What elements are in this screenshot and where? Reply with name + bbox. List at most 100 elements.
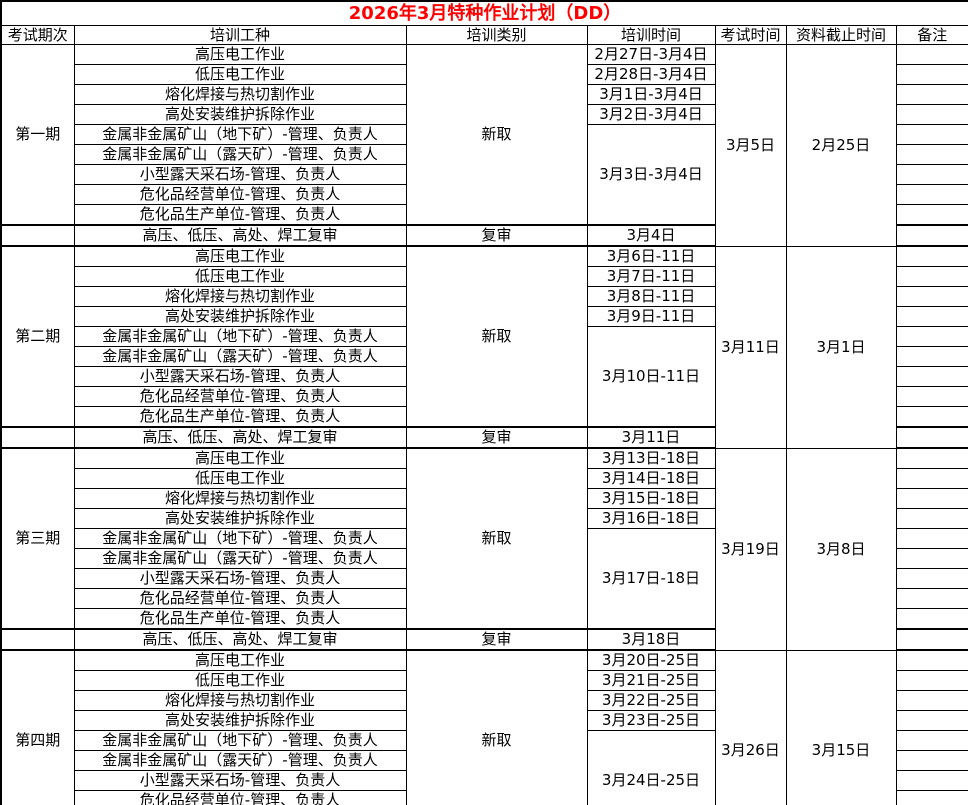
table-row: 高处安装维护拆除作业 3月23日-25日 — [1, 710, 968, 731]
table-row: 小型露天采石场-管理、负责人 — [1, 366, 968, 387]
remark-cell — [895, 286, 968, 307]
remark-cell — [895, 770, 968, 791]
table-row: 金属非金属矿山（地下矿）-管理、负责人 3月17日-18日 — [1, 528, 968, 630]
work-type-cell: 危化品生产单位-管理、负责人 — [73, 204, 407, 226]
table-row: 危化品经营单位-管理、负责人 — [1, 386, 968, 407]
period-label: 第四期 — [0, 649, 75, 805]
category-cell: 新取 — [405, 44, 588, 226]
review-work-label: 高压、低压、高处、焊工复审 — [73, 628, 407, 651]
remark-cell — [895, 690, 968, 711]
training-time-cell: 3月1日-3月4日 — [586, 84, 716, 105]
work-type-cell: 危化品生产单位-管理、负责人 — [73, 608, 407, 630]
remark-cell — [895, 144, 968, 165]
training-time-cell: 3月9日-11日 — [586, 306, 716, 327]
training-time-cell: 3月16日-18日 — [586, 508, 716, 529]
work-type-cell: 金属非金属矿山（露天矿）-管理、负责人 — [73, 144, 407, 165]
remark-cell — [895, 508, 968, 529]
work-type-cell: 小型露天采石场-管理、负责人 — [73, 164, 407, 185]
work-type-cell: 危化品经营单位-管理、负责人 — [73, 588, 407, 609]
table-row: 金属非金属矿山（地下矿）-管理、负责人 3月24日-25日 — [1, 730, 968, 805]
remark-cell — [895, 588, 968, 609]
training-time-cell: 3月10日-11日 — [586, 326, 716, 428]
table-row: 金属非金属矿山（地下矿）-管理、负责人 3月3日-3月4日 — [1, 124, 968, 226]
schedule-body: 第一期 高压电工作业 新取 2月27日-3月4日 3月5日 2月25日 低压电工作业 2月28… — [0, 44, 968, 805]
review-row: 高压、低压、高处、焊工复审 复审 3月4日 — [0, 224, 968, 247]
exam-time-cell: 3月26日 — [714, 649, 787, 805]
remark-cell — [895, 164, 968, 185]
table-row: 第一期 高压电工作业 新取 2月27日-3月4日 3月5日 2月25日 — [0, 44, 968, 247]
work-type-cell: 熔化焊接与热切割作业 — [73, 690, 407, 711]
remark-cell — [895, 104, 968, 125]
column-header-deadline: 资料截止时间 — [785, 25, 897, 45]
training-time-cell: 3月13日-18日 — [586, 447, 716, 469]
table-row: 小型露天采石场-管理、负责人 — [1, 770, 968, 791]
work-type-cell: 高处安装维护拆除作业 — [73, 306, 407, 327]
header-row: 考试期次 培训工种 培训类别 培训时间 考试时间 资料截止时间 备注 — [0, 25, 968, 45]
work-type-cell: 金属非金属矿山（地下矿）-管理、负责人 — [73, 730, 407, 751]
remark-cell — [895, 750, 968, 771]
training-time-cell: 3月24日-25日 — [586, 730, 716, 805]
work-type-cell: 高处安装维护拆除作业 — [73, 508, 407, 529]
period-empty-cell — [0, 628, 75, 651]
exam-time-cell: 3月19日 — [714, 447, 787, 651]
work-type-cell: 金属非金属矿山（露天矿）-管理、负责人 — [73, 750, 407, 771]
remark-cell — [895, 426, 968, 449]
column-header-work-type: 培训工种 — [73, 25, 407, 45]
table-row: 熔化焊接与热切割作业 3月15日-18日 — [1, 488, 968, 509]
category-cell: 新取 — [405, 447, 588, 630]
deadline-cell: 2月25日 — [785, 44, 897, 247]
exam-time-cell: 3月5日 — [714, 44, 787, 247]
remark-cell — [895, 64, 968, 85]
work-type-cell: 金属非金属矿山（露天矿）-管理、负责人 — [73, 548, 407, 569]
training-time-cell: 2月27日-3月4日 — [586, 44, 716, 65]
period-empty-cell — [0, 224, 75, 247]
work-type-cell: 高处安装维护拆除作业 — [73, 104, 407, 125]
remark-cell — [895, 548, 968, 569]
remark-cell — [895, 488, 968, 509]
remark-cell — [895, 245, 968, 267]
work-type-cell: 熔化焊接与热切割作业 — [73, 488, 407, 509]
work-type-cell: 低压电工作业 — [73, 64, 407, 85]
table-row: 危化品经营单位-管理、负责人 — [1, 184, 968, 205]
work-type-cell: 金属非金属矿山（露天矿）-管理、负责人 — [73, 346, 407, 367]
remark-cell — [895, 730, 968, 751]
review-category-cell: 复审 — [405, 224, 588, 247]
remark-cell — [895, 568, 968, 589]
review-time-cell: 3月11日 — [586, 426, 716, 449]
remark-cell — [895, 710, 968, 731]
period-empty-cell — [0, 426, 75, 449]
table-row: 危化品经营单位-管理、负责人 — [1, 790, 968, 805]
training-time-cell: 3月8日-11日 — [586, 286, 716, 307]
remark-cell — [895, 608, 968, 630]
column-header-remarks: 备注 — [895, 25, 968, 45]
remark-cell — [895, 184, 968, 205]
table-row: 危化品生产单位-管理、负责人 — [1, 406, 968, 428]
work-type-cell: 低压电工作业 — [73, 266, 407, 287]
remark-cell — [895, 670, 968, 691]
training-time-cell: 3月14日-18日 — [586, 468, 716, 489]
remark-cell — [895, 266, 968, 287]
review-time-cell: 3月18日 — [586, 628, 716, 651]
remark-cell — [895, 306, 968, 327]
remark-cell — [895, 528, 968, 549]
remark-cell — [895, 346, 968, 367]
remark-cell — [895, 224, 968, 247]
period-label: 第二期 — [0, 245, 75, 428]
table-row: 小型露天采石场-管理、负责人 — [1, 568, 968, 589]
page-title: 2026年3月特种作业计划（DD） — [0, 0, 968, 26]
category-cell: 新取 — [405, 245, 588, 428]
training-time-cell: 2月28日-3月4日 — [586, 64, 716, 85]
work-type-cell: 金属非金属矿山（地下矿）-管理、负责人 — [73, 124, 407, 145]
work-type-cell: 小型露天采石场-管理、负责人 — [73, 770, 407, 791]
table-row: 第三期 高压电工作业 新取 3月13日-18日 3月19日 3月8日 — [0, 447, 968, 651]
work-type-cell: 熔化焊接与热切割作业 — [73, 84, 407, 105]
work-type-cell: 高压电工作业 — [73, 245, 407, 267]
training-time-cell: 3月20日-25日 — [586, 649, 716, 671]
work-type-cell: 低压电工作业 — [73, 468, 407, 489]
table-row: 金属非金属矿山（露天矿）-管理、负责人 — [1, 144, 968, 165]
review-category-cell: 复审 — [405, 628, 588, 651]
training-time-cell: 3月3日-3月4日 — [586, 124, 716, 226]
remark-cell — [895, 326, 968, 347]
review-category-cell: 复审 — [405, 426, 588, 449]
remark-cell — [895, 84, 968, 105]
